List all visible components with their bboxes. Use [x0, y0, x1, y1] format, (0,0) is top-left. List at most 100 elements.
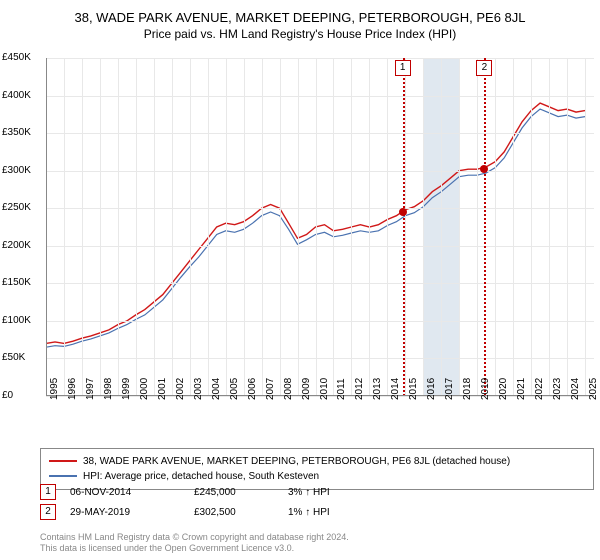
x-tick-label: 2016 — [426, 378, 437, 400]
x-gridline — [441, 58, 442, 396]
y-tick-label: £450K — [2, 52, 31, 63]
x-tick-label: 2017 — [444, 378, 455, 400]
event-line — [484, 58, 486, 396]
x-tick-label: 2015 — [408, 378, 419, 400]
row-marker: 1 — [40, 484, 56, 500]
legend-label: HPI: Average price, detached house, Sout… — [83, 471, 319, 482]
x-gridline — [172, 58, 173, 396]
x-gridline — [423, 58, 424, 396]
y-tick-label: £350K — [2, 127, 31, 138]
y-gridline — [46, 171, 594, 172]
x-tick-label: 2024 — [570, 378, 581, 400]
row-marker: 2 — [40, 504, 56, 520]
y-gridline — [46, 58, 594, 59]
x-gridline — [82, 58, 83, 396]
footer: Contains HM Land Registry data © Crown c… — [40, 532, 594, 555]
page-subtitle: Price paid vs. HM Land Registry's House … — [0, 27, 600, 41]
x-tick-label: 2001 — [157, 378, 168, 400]
event-line — [403, 58, 405, 396]
x-gridline — [495, 58, 496, 396]
x-tick-label: 2019 — [480, 378, 491, 400]
x-tick-label: 2012 — [354, 378, 365, 400]
table-row: 1 06-NOV-2014 £245,000 3% ↑ HPI — [40, 484, 594, 500]
x-gridline — [244, 58, 245, 396]
x-gridline — [513, 58, 514, 396]
legend-label: 38, WADE PARK AVENUE, MARKET DEEPING, PE… — [83, 456, 510, 467]
row-date: 06-NOV-2014 — [70, 487, 180, 498]
x-tick-label: 2021 — [516, 378, 527, 400]
x-tick-label: 2006 — [247, 378, 258, 400]
table-row: 2 29-MAY-2019 £302,500 1% ↑ HPI — [40, 504, 594, 520]
y-tick-label: £150K — [2, 277, 31, 288]
x-tick-label: 2023 — [552, 378, 563, 400]
x-gridline — [64, 58, 65, 396]
y-tick-label: £0 — [2, 390, 13, 401]
x-gridline — [46, 58, 47, 396]
y-tick-label: £250K — [2, 202, 31, 213]
x-gridline — [549, 58, 550, 396]
x-gridline — [369, 58, 370, 396]
row-price: £245,000 — [194, 487, 274, 498]
x-tick-label: 2007 — [265, 378, 276, 400]
event-marker: 2 — [476, 60, 492, 76]
x-gridline — [531, 58, 532, 396]
x-gridline — [405, 58, 406, 396]
event-marker: 1 — [395, 60, 411, 76]
x-gridline — [100, 58, 101, 396]
x-gridline — [333, 58, 334, 396]
x-gridline — [154, 58, 155, 396]
x-gridline — [567, 58, 568, 396]
y-gridline — [46, 96, 594, 97]
y-tick-label: £200K — [2, 240, 31, 251]
x-tick-label: 2014 — [390, 378, 401, 400]
x-tick-label: 1999 — [121, 378, 132, 400]
x-gridline — [387, 58, 388, 396]
x-tick-label: 2013 — [372, 378, 383, 400]
row-date: 29-MAY-2019 — [70, 507, 180, 518]
x-tick-label: 2005 — [229, 378, 240, 400]
y-gridline — [46, 358, 594, 359]
y-gridline — [46, 283, 594, 284]
x-gridline — [459, 58, 460, 396]
x-gridline — [351, 58, 352, 396]
x-gridline — [280, 58, 281, 396]
x-tick-label: 1996 — [67, 378, 78, 400]
x-tick-label: 2018 — [462, 378, 473, 400]
row-price: £302,500 — [194, 507, 274, 518]
x-gridline — [262, 58, 263, 396]
legend-swatch — [49, 475, 77, 477]
x-tick-label: 1997 — [85, 378, 96, 400]
x-tick-label: 2002 — [175, 378, 186, 400]
x-gridline — [298, 58, 299, 396]
page-title: 38, WADE PARK AVENUE, MARKET DEEPING, PE… — [0, 0, 600, 25]
x-gridline — [316, 58, 317, 396]
x-tick-label: 2020 — [498, 378, 509, 400]
row-delta: 1% ↑ HPI — [288, 507, 368, 518]
footer-line: This data is licensed under the Open Gov… — [40, 543, 594, 554]
y-tick-label: £400K — [2, 90, 31, 101]
row-delta: 3% ↑ HPI — [288, 487, 368, 498]
x-gridline — [190, 58, 191, 396]
y-gridline — [46, 208, 594, 209]
y-tick-label: £300K — [2, 165, 31, 176]
legend-swatch — [49, 460, 77, 462]
x-tick-label: 2022 — [534, 378, 545, 400]
x-tick-label: 2003 — [193, 378, 204, 400]
x-tick-label: 2004 — [211, 378, 222, 400]
x-gridline — [477, 58, 478, 396]
x-tick-label: 1995 — [49, 378, 60, 400]
transactions-table: 1 06-NOV-2014 £245,000 3% ↑ HPI 2 29-MAY-2019… — [40, 484, 594, 524]
legend-item: 38, WADE PARK AVENUE, MARKET DEEPING, PE… — [49, 454, 585, 469]
data-point — [399, 208, 407, 216]
footer-line: Contains HM Land Registry data © Crown c… — [40, 532, 594, 543]
x-tick-label: 1998 — [103, 378, 114, 400]
x-gridline — [208, 58, 209, 396]
legend-item: HPI: Average price, detached house, Sout… — [49, 469, 585, 484]
x-tick-label: 2010 — [319, 378, 330, 400]
x-tick-label: 2025 — [588, 378, 599, 400]
x-tick-label: 2009 — [301, 378, 312, 400]
y-gridline — [46, 133, 594, 134]
data-point — [480, 165, 488, 173]
x-tick-label: 2011 — [336, 378, 347, 400]
x-gridline — [226, 58, 227, 396]
